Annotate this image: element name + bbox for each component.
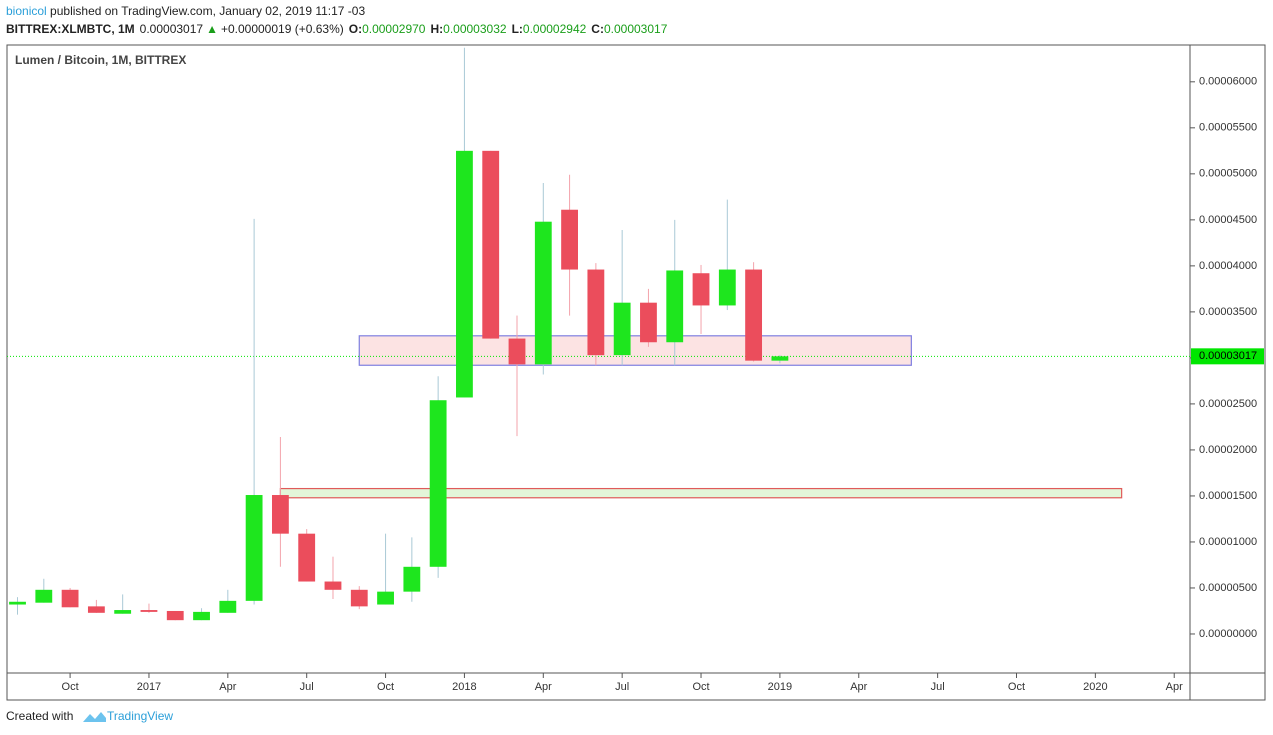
candle-body: [561, 209, 578, 270]
candle-body: [140, 610, 158, 612]
candle-body: [219, 600, 237, 613]
y-tick-label: 0.00002500: [1199, 398, 1257, 410]
y-tick-label: 0.00005000: [1199, 168, 1257, 180]
x-tick-label: 2020: [1083, 681, 1107, 693]
candle-body: [9, 601, 26, 605]
y-tick-label: 0.00001500: [1199, 490, 1257, 502]
candle-body: [403, 566, 421, 592]
ohlc-label: O:: [349, 22, 362, 36]
y-tick-label: 0.00003500: [1199, 306, 1257, 318]
candle-body: [771, 356, 789, 361]
footer: Created with: [6, 709, 73, 723]
ohlc-label: L:: [512, 22, 523, 36]
symbol: BITTREX:XLMBTC, 1M: [6, 22, 135, 36]
y-tick-label: 0.00001000: [1199, 536, 1257, 548]
created: Created with: [6, 709, 73, 723]
brand[interactable]: TradingView: [107, 709, 173, 723]
x-tick-label: Oct: [692, 681, 709, 693]
chart-title: Lumen / Bitcoin, 1M, BITTREX: [15, 53, 186, 67]
zone: [358, 335, 912, 366]
x-tick-label: 2017: [137, 681, 161, 693]
ohlc-label: C:: [591, 22, 604, 36]
x-tick-label: Apr: [535, 681, 552, 693]
last-price-box: [1191, 348, 1264, 365]
author[interactable]: bionicol: [6, 4, 47, 18]
candle-body: [718, 269, 736, 306]
x-tick-label: Jul: [931, 681, 945, 693]
frame: [6, 44, 1266, 701]
y-tick-label: 0.00006000: [1199, 76, 1257, 88]
candle-body: [114, 610, 132, 614]
candle-body: [245, 495, 263, 601]
candle-body: [324, 581, 342, 590]
plot: [7, 47, 1190, 621]
x-tick-label: Apr: [850, 681, 867, 693]
candle-body: [61, 589, 79, 608]
ohlc-value: 0.00002942: [523, 22, 587, 36]
y-tick-label: 0.00002000: [1199, 444, 1257, 456]
logo: [83, 712, 106, 722]
candle-body: [508, 338, 526, 365]
x-tick-label: 2019: [768, 681, 792, 693]
price: 0.00003017: [140, 22, 204, 36]
candle-body: [745, 269, 763, 361]
candle-body: [482, 150, 500, 339]
x-tick-label: Oct: [62, 681, 79, 693]
x-tick-label: 2018: [452, 681, 476, 693]
candle-body: [534, 221, 552, 365]
candle-body: [456, 150, 473, 398]
ohlc-value: 0.00003032: [443, 22, 507, 36]
x-tick-label: Apr: [1166, 681, 1183, 693]
candle-body: [298, 533, 316, 582]
x-tick-label: Oct: [377, 681, 394, 693]
candle-body: [35, 589, 53, 603]
candle-body: [613, 302, 631, 356]
x-tick-label: Jul: [300, 681, 314, 693]
ohlc-value: 0.00003017: [604, 22, 668, 36]
up-arrow: ▲: [206, 22, 218, 36]
quote-line: BITTREX:XLMBTC, 1M 0.00003017 ▲ +0.00000019…: [6, 22, 668, 36]
candle-body: [692, 273, 710, 306]
candle-body: [587, 269, 605, 356]
candle-body: [166, 610, 184, 621]
x-tick-label: Apr: [219, 681, 236, 693]
y-tick-label: 0.00005500: [1199, 122, 1257, 134]
candle-body: [666, 270, 684, 343]
candle-body: [271, 495, 289, 534]
published: published on TradingView.com, January 02…: [50, 4, 365, 18]
candle-body: [350, 589, 368, 607]
change: +0.00000019 (+0.63%): [221, 22, 344, 36]
y-tick-label: 0.00004500: [1199, 214, 1257, 226]
last-price-label: 0.00003017: [1199, 350, 1257, 362]
candle-body: [193, 611, 210, 621]
y-tick-label: 0.00000500: [1199, 582, 1257, 594]
header-line: bionicol published on TradingView.com, J…: [6, 4, 365, 18]
candle-body: [640, 302, 657, 343]
y-tick-label: 0.00004000: [1199, 260, 1257, 272]
ohlc-label: H:: [430, 22, 443, 36]
x-tick-label: Jul: [615, 681, 629, 693]
ohlc-value: 0.00002970: [362, 22, 426, 36]
candle-body: [87, 606, 105, 613]
candle-body: [377, 591, 394, 605]
y-tick-label: 0.00000000: [1199, 628, 1257, 640]
zone: [279, 487, 1123, 499]
candle-body: [429, 400, 447, 567]
x-tick-label: Oct: [1008, 681, 1025, 693]
